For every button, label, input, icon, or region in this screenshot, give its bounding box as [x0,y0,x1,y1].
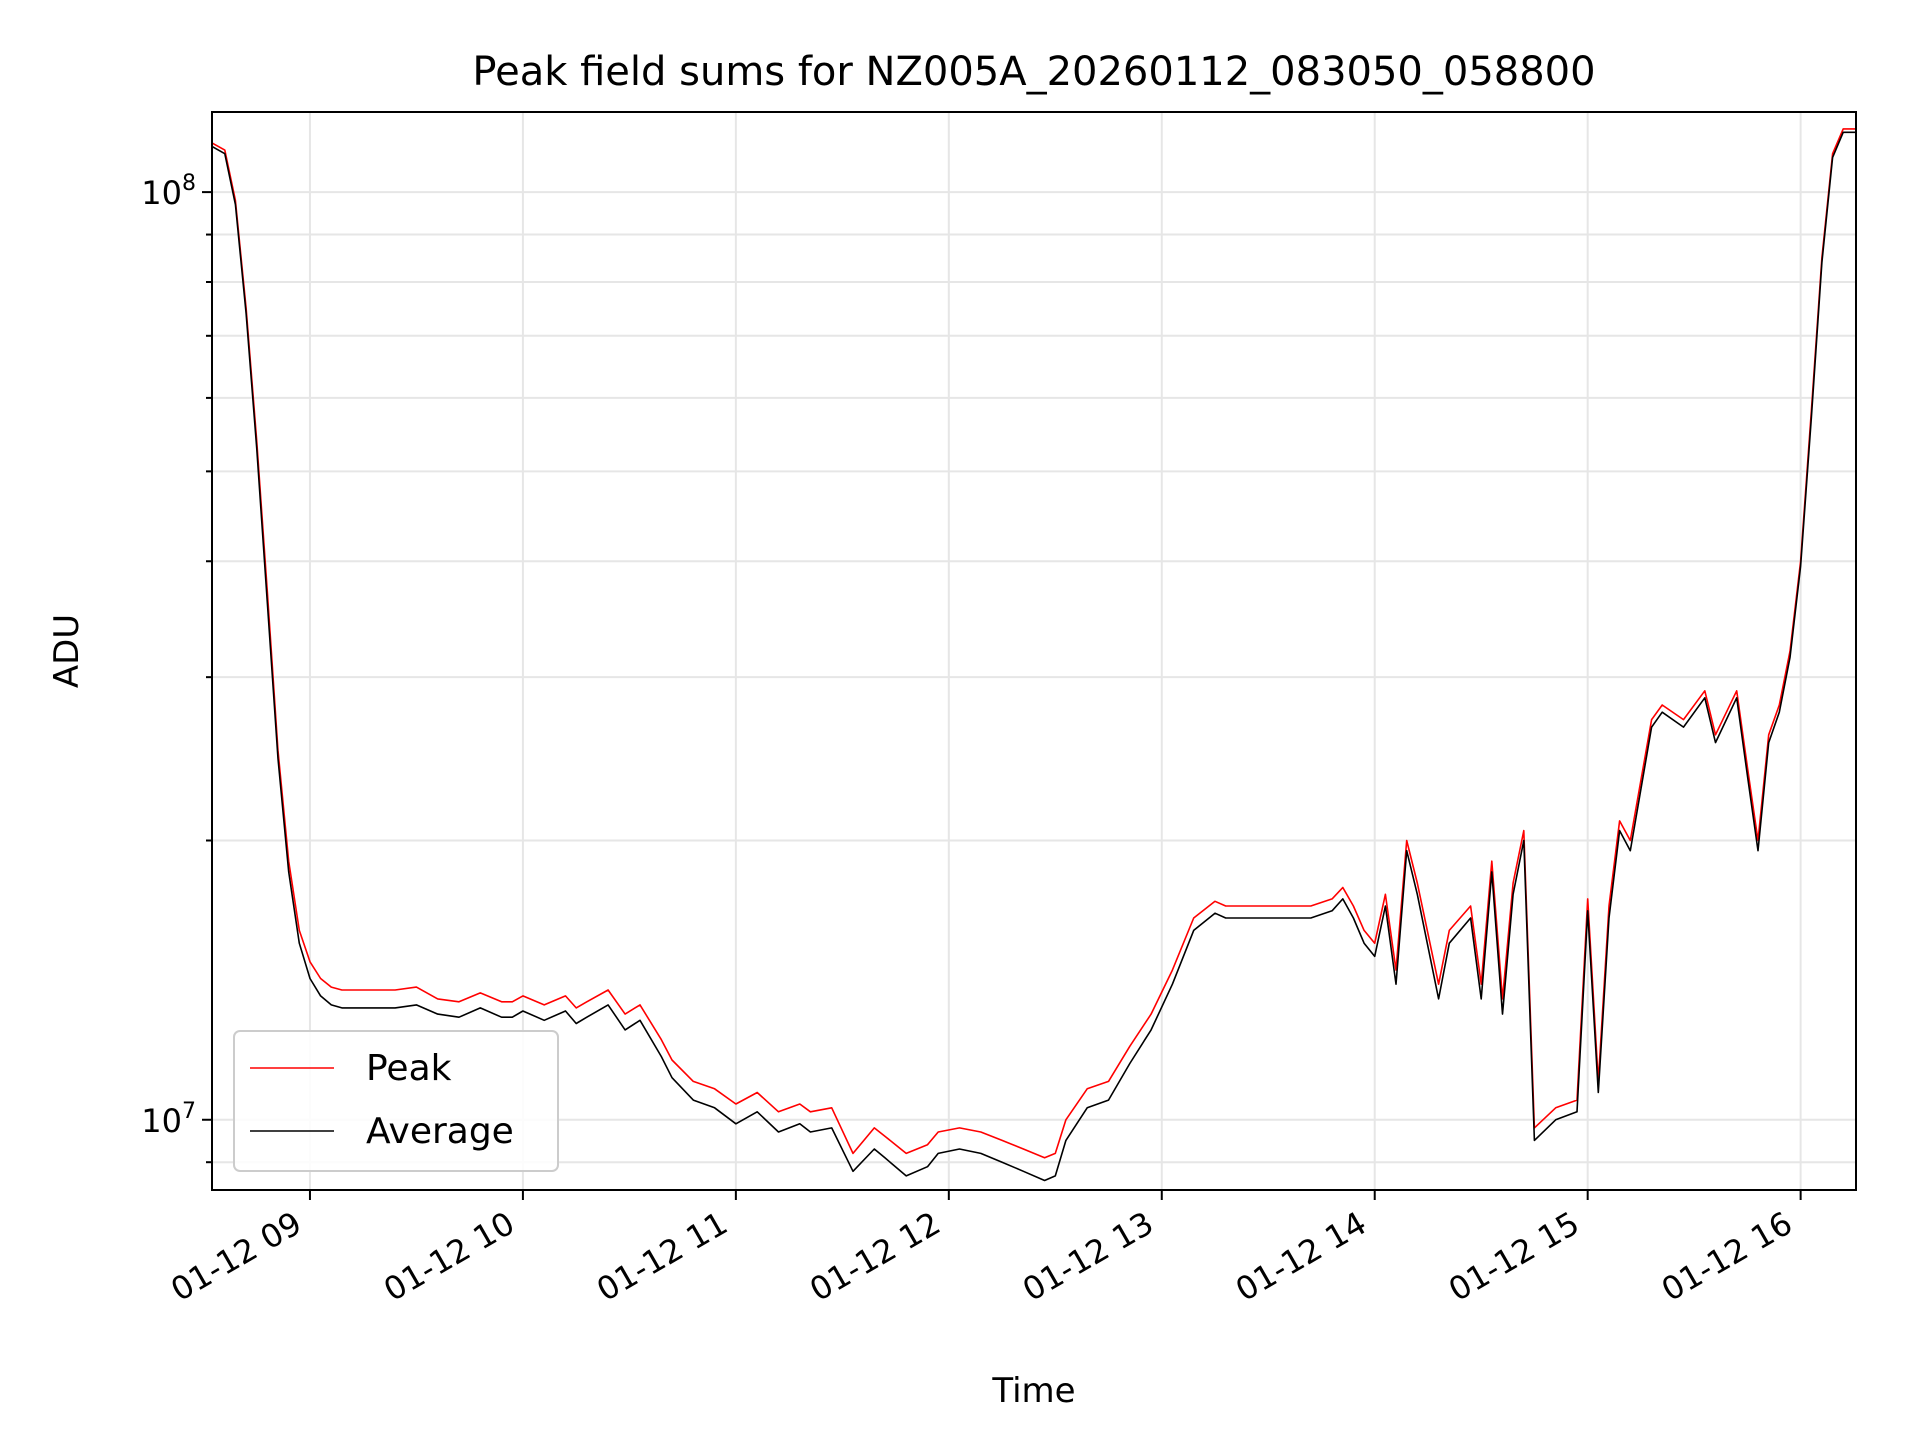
chart-title: Peak field sums for NZ005A_20260112_0830… [472,49,1595,95]
legend-box [233,1030,559,1172]
legend: Peak Average [233,1030,559,1172]
legend-label-peak: Peak [366,1048,452,1089]
series-layer [212,128,1856,1182]
series-line-average [212,131,1856,1182]
series-line-peak [212,128,1856,1159]
y-axis-label: ADU [47,614,87,688]
legend-label-average: Average [366,1111,514,1152]
y-tick-label: 107 [141,1099,196,1140]
x-axis-label: Time [991,1371,1075,1411]
y-tick-label: 108 [141,171,196,212]
plot-frame [211,111,1857,1191]
